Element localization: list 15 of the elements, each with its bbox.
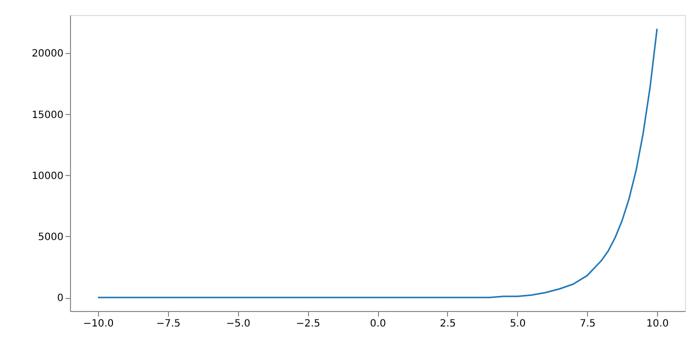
y-tick-label: 20000 bbox=[32, 48, 64, 60]
x-tick-label: 0.0 bbox=[370, 318, 386, 330]
line-series bbox=[97, 28, 658, 298]
y-tick-label: 0 bbox=[57, 293, 64, 304]
x-tick-label: −7.5 bbox=[156, 318, 180, 330]
x-tick-label: 5.0 bbox=[510, 318, 526, 330]
x-tick-label: 7.5 bbox=[580, 318, 596, 330]
x-tick-label: 2.5 bbox=[440, 318, 456, 330]
x-tick-label: −10.0 bbox=[83, 318, 114, 330]
x-tick-label: 10.0 bbox=[646, 318, 669, 330]
y-tick-label: 5000 bbox=[38, 232, 64, 243]
y-tick-label: 10000 bbox=[32, 170, 64, 182]
y-tick-label: 15000 bbox=[32, 110, 64, 121]
x-tick-label: −5.0 bbox=[226, 318, 250, 330]
x-tick-label: −2.5 bbox=[296, 318, 320, 330]
